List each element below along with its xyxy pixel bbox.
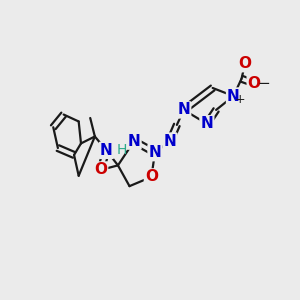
Text: N: N xyxy=(100,143,113,158)
Text: −: − xyxy=(257,76,270,91)
Text: N: N xyxy=(128,134,140,148)
Text: N: N xyxy=(177,102,190,117)
Text: N: N xyxy=(200,116,213,131)
Text: O: O xyxy=(238,56,251,71)
Text: +: + xyxy=(235,93,246,106)
Text: N: N xyxy=(227,88,240,104)
Text: O: O xyxy=(248,76,261,91)
Text: N: N xyxy=(164,134,176,148)
Text: H: H xyxy=(117,143,127,157)
Text: O: O xyxy=(145,169,158,184)
Text: N: N xyxy=(148,145,161,160)
Text: O: O xyxy=(94,163,107,178)
